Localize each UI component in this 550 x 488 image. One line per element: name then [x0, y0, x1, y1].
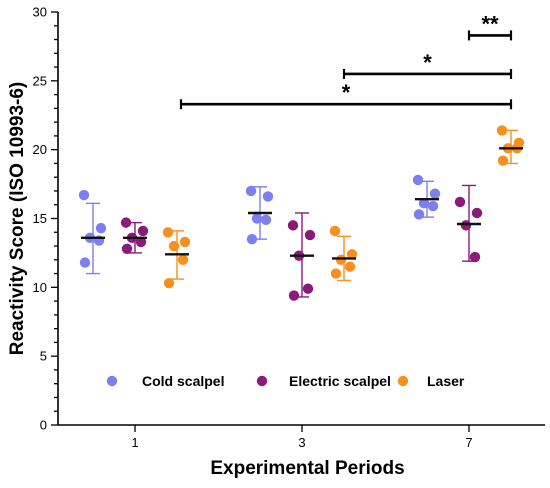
data-point [162, 227, 174, 238]
series-laser [162, 125, 525, 289]
significance-bracket: ** [467, 11, 513, 41]
y-tick-label: 0 [40, 418, 47, 433]
legend-item: Laser [397, 373, 465, 389]
y-tick-label: 15 [33, 211, 47, 226]
y-axis-title: Reactivity Score (ISO 10993-6) [7, 82, 28, 356]
y-tick-label: 5 [40, 349, 47, 364]
data-point [262, 191, 274, 202]
data-point [246, 233, 258, 245]
x-tick-label: 7 [465, 435, 472, 450]
data-point [179, 236, 191, 248]
data-point [497, 155, 509, 166]
data-point [302, 283, 314, 294]
legend-label: Cold scalpel [142, 373, 224, 389]
x-tick-label: 1 [131, 435, 138, 450]
data-point [471, 207, 483, 219]
x-axis-title: Experimental Periods [210, 458, 404, 479]
x-tick-label: 3 [298, 435, 305, 450]
data-point [330, 268, 342, 279]
data-point [346, 249, 358, 260]
plot-marks [78, 125, 525, 301]
data-point [469, 251, 481, 263]
data-point [412, 174, 424, 186]
y-tick-label: 10 [33, 280, 47, 295]
legend-item: Cold scalpel [106, 373, 224, 389]
data-point [121, 243, 133, 254]
data-point [454, 196, 466, 208]
significance-bracket: * [342, 50, 513, 79]
data-point [418, 198, 430, 209]
significance-label: * [342, 80, 351, 105]
data-point [429, 188, 441, 199]
data-point [304, 229, 316, 241]
legend-marker [256, 375, 268, 387]
data-point [344, 261, 356, 272]
data-point [496, 125, 508, 136]
data-point [177, 254, 189, 265]
legend: Cold scalpel Electric scalpel Laser [106, 373, 465, 389]
y-tick-label: 30 [33, 5, 47, 20]
data-point [251, 213, 263, 224]
data-point [168, 240, 180, 252]
y-tick-label: 20 [33, 142, 47, 157]
y-tick-label: 25 [33, 73, 47, 88]
series-cold-scalpel [78, 174, 441, 275]
data-point [460, 220, 472, 231]
axes: 0 5 10 15 20 25 30 1 3 7 [33, 5, 545, 450]
data-point [137, 225, 149, 237]
data-point [120, 217, 132, 228]
x-ticks: 1 3 7 [131, 425, 473, 450]
significance-label: * [423, 50, 432, 75]
data-point [245, 185, 257, 197]
legend-marker [106, 375, 118, 387]
data-point [260, 214, 272, 226]
legend-item: Electric scalpel [256, 373, 391, 389]
data-point [135, 236, 147, 248]
data-point [163, 278, 175, 289]
data-point [329, 225, 341, 237]
data-point [95, 222, 107, 234]
data-point [287, 220, 299, 231]
data-point [79, 257, 91, 268]
significance-label: ** [481, 11, 499, 36]
data-point [78, 189, 90, 201]
significance-bracket: * [179, 80, 513, 110]
legend-marker [397, 375, 409, 387]
data-point [335, 254, 347, 265]
series-electric-scalpel [120, 184, 483, 301]
significance-bars: **** [179, 11, 513, 110]
y-ticks: 0 5 10 15 20 25 30 [33, 5, 58, 433]
data-point [413, 209, 425, 220]
legend-label: Laser [427, 373, 465, 389]
data-point [427, 200, 439, 212]
data-point [288, 290, 300, 301]
legend-label: Electric scalpel [289, 373, 391, 389]
